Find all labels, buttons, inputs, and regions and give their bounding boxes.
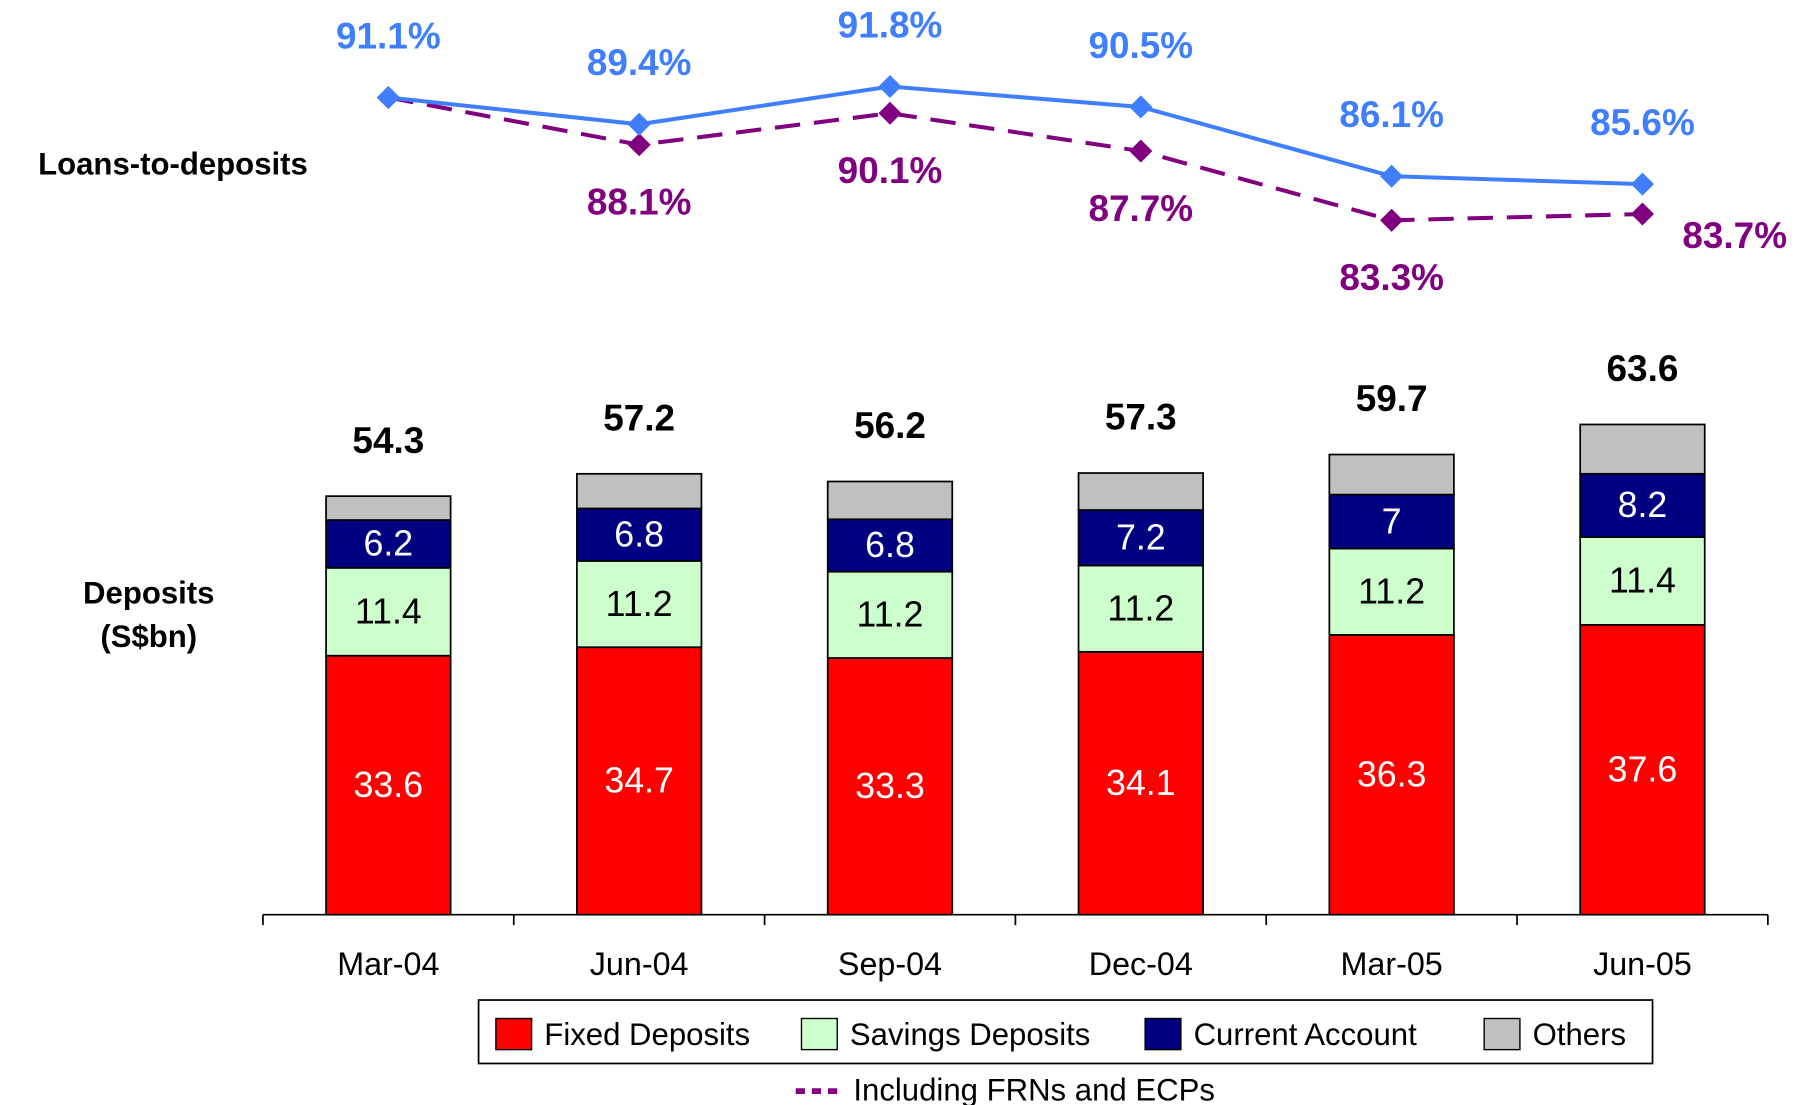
marker: [1129, 139, 1153, 163]
marker: [878, 74, 902, 99]
segment-label: 6.8: [614, 514, 664, 554]
bar-segment: [1579, 536, 1706, 626]
bar-segment: [1077, 650, 1204, 916]
bar-segment: [1328, 493, 1455, 550]
legend-swatch: [1144, 1017, 1182, 1051]
total-label: 57.2: [603, 397, 675, 438]
marker: [1380, 164, 1404, 188]
bar-segment: [325, 654, 452, 916]
bar-segment: [1579, 624, 1706, 916]
marker: [376, 85, 400, 110]
legend-label: Including FRNs and ECPs: [853, 1073, 1215, 1105]
bar-segment: [325, 566, 452, 657]
bar-row-label: (S$bn): [100, 619, 197, 654]
data-label: 85.6%: [1590, 102, 1695, 143]
segment-label: 7.2: [1116, 518, 1166, 558]
segment-label: 11.2: [1358, 571, 1425, 611]
legend-swatch: [495, 1017, 533, 1051]
total-label: 56.2: [854, 405, 926, 446]
data-label: 89.4%: [587, 42, 692, 83]
x-tick-label: Mar-05: [1341, 946, 1443, 982]
marker: [878, 101, 902, 125]
bar-segment: [826, 480, 954, 521]
marker: [1129, 95, 1153, 119]
data-label: 83.3%: [1339, 257, 1444, 298]
bar-segment: [826, 518, 954, 573]
segment-label: 34.1: [1106, 763, 1176, 803]
x-tick-label: Sep-04: [838, 946, 942, 982]
x-tick-label: Jun-04: [590, 946, 689, 982]
x-tick-label: Dec-04: [1089, 946, 1193, 982]
segment-label: 33.6: [354, 765, 424, 805]
data-label: 88.1%: [587, 181, 692, 222]
marker: [1630, 172, 1654, 196]
legend-box: [477, 999, 1654, 1065]
bar-segment: [1328, 547, 1455, 636]
data-label: 90.1%: [838, 150, 943, 191]
segment-label: 36.3: [1357, 755, 1427, 795]
segment-label: 33.3: [855, 766, 925, 806]
marker: [1380, 208, 1404, 232]
segment-label: 11.4: [355, 592, 422, 632]
bar-segment: [576, 560, 703, 649]
x-tick-label: Jun-05: [1593, 946, 1692, 982]
segment-label: 7: [1382, 501, 1402, 541]
segment-label: 11.2: [857, 595, 924, 635]
legend-swatch: [800, 1017, 838, 1051]
marker: [627, 112, 651, 136]
bar-segment: [1328, 453, 1455, 496]
total-label: 59.7: [1356, 378, 1428, 419]
data-label: 87.7%: [1089, 188, 1194, 229]
data-label: 91.8%: [838, 4, 943, 45]
segment-label: 6.2: [363, 524, 413, 564]
line-row-label: Loans-to-deposits: [38, 146, 308, 181]
line: [387, 95, 1643, 223]
segment-label: 6.8: [865, 525, 915, 565]
segment-label: 11.4: [1609, 561, 1676, 601]
bar-segment: [1077, 509, 1204, 567]
total-label: 57.3: [1105, 397, 1177, 438]
bar-segment: [325, 495, 452, 521]
marker: [627, 133, 651, 157]
x-tick-label: Mar-04: [337, 946, 439, 982]
bar-segment: [1579, 472, 1706, 538]
bar-segment: [576, 472, 703, 510]
bar-segment: [826, 570, 954, 659]
segment-label: 11.2: [1107, 588, 1174, 628]
bar-segment: [1579, 423, 1706, 475]
bar-segment: [325, 519, 452, 569]
bar-segment: [576, 507, 703, 562]
segment-label: 34.7: [604, 761, 674, 801]
bar-segment: [1077, 564, 1204, 653]
legend-label: Current Account: [1194, 1017, 1418, 1052]
bar-row-label: Deposits: [83, 575, 214, 610]
legend-label: Savings Deposits: [850, 1017, 1090, 1052]
data-label: 91.1%: [336, 15, 441, 56]
segment-label: 37.6: [1608, 750, 1678, 790]
bar-segment: [576, 646, 703, 916]
segment-label: 11.2: [606, 584, 673, 624]
legend-label: Fixed Deposits: [544, 1017, 750, 1052]
marker: [1630, 202, 1654, 226]
bar-segment: [1077, 472, 1204, 511]
total-label: 54.3: [352, 420, 424, 461]
total-label: 63.6: [1607, 348, 1679, 389]
legend-swatch: [1483, 1017, 1521, 1051]
data-label: 86.1%: [1339, 94, 1444, 135]
data-label: 90.5%: [1089, 25, 1194, 66]
bar-segment: [1328, 634, 1455, 916]
segment-label: 8.2: [1618, 485, 1668, 525]
data-label: 83.7%: [1682, 215, 1787, 256]
line: [388, 84, 1643, 187]
legend-label: Others: [1533, 1017, 1626, 1052]
